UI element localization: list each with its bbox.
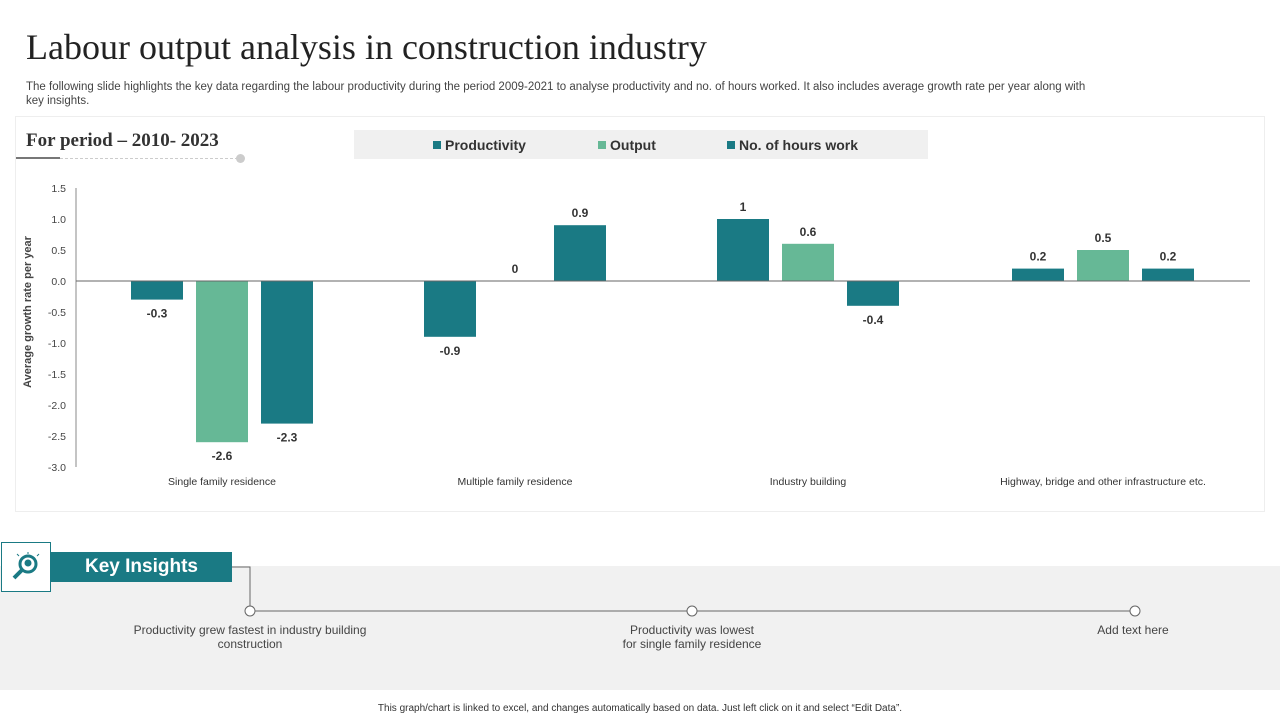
chart-legend: Productivity Output No. of hours work [354, 130, 928, 159]
y-tick-label: -0.5 [48, 307, 66, 319]
legend-item-productivity: Productivity [433, 137, 526, 153]
data-label: 0.2 [1030, 250, 1047, 264]
x-tick-label: Industry building [770, 476, 847, 488]
legend-item-hours: No. of hours work [727, 137, 858, 153]
bar-productivity [1012, 268, 1064, 281]
y-tick-label: -1.0 [48, 338, 66, 350]
insight-item: Productivity grew fastest in industry bu… [133, 623, 367, 651]
key-insights-heading: Key Insights [51, 552, 232, 582]
legend-swatch [598, 141, 606, 149]
footer-note: This graph/chart is linked to excel, and… [377, 703, 903, 714]
period-underline [16, 157, 60, 159]
insight-item: Productivity was lowest for single famil… [622, 623, 762, 651]
bar-output [782, 243, 834, 281]
x-tick-label: Highway, bridge and other infrastructure… [1000, 476, 1206, 488]
legend-label: No. of hours work [739, 137, 858, 153]
y-tick-label: -3.0 [48, 462, 66, 474]
period-dot [236, 154, 245, 163]
chart-card [15, 116, 1265, 512]
x-tick-label: Single family residence [168, 476, 276, 488]
legend-label: Productivity [445, 137, 526, 153]
y-tick-label: 0.0 [51, 276, 66, 288]
legend-item-output: Output [598, 137, 656, 153]
data-label: 0.9 [572, 206, 589, 220]
key-insights-panel [0, 566, 1280, 690]
data-label: 0.6 [800, 225, 817, 239]
data-label: -0.3 [147, 307, 168, 321]
period-label: For period – 2010- 2023 [26, 130, 219, 151]
bar-output [196, 281, 248, 443]
data-label: -0.9 [440, 344, 461, 358]
legend-swatch [727, 141, 735, 149]
bar-no-of-hours-work [261, 281, 313, 424]
y-tick-label: 0.5 [51, 245, 66, 257]
bar-productivity [717, 219, 769, 281]
legend-label: Output [610, 137, 656, 153]
y-axis-label: Average growth rate per year [22, 235, 34, 388]
data-label: 1 [740, 200, 747, 214]
x-tick-label: Multiple family residence [458, 476, 573, 488]
y-tick-label: 1.0 [51, 214, 66, 226]
y-tick-label: -1.5 [48, 369, 66, 381]
y-tick-label: -2.5 [48, 431, 66, 443]
data-label: 0 [512, 262, 519, 276]
data-label: -0.4 [863, 313, 884, 327]
lightbulb-magnifier-icon [1, 542, 51, 592]
insight-item: Add text here [1097, 623, 1169, 637]
bar-no-of-hours-work [847, 281, 899, 306]
bar-no-of-hours-work [554, 225, 606, 281]
period-dashed-line [60, 158, 238, 159]
bar-no-of-hours-work [1142, 268, 1194, 281]
page-title: Labour output analysis in construction i… [26, 27, 707, 67]
page-subtitle: The following slide highlights the key d… [26, 81, 1086, 107]
data-label: 0.2 [1160, 250, 1177, 264]
bar-productivity [424, 281, 476, 337]
y-tick-label: -2.0 [48, 400, 66, 412]
data-label: -2.3 [277, 431, 298, 445]
y-tick-label: 1.5 [51, 183, 66, 195]
bar-chart: 1.5 1.0 0.5 0.0 -0.5 -1.0 -1.5 -2.0 -2.5 -3.0 Aver… [22, 183, 1250, 488]
data-label: 0.5 [1095, 231, 1112, 245]
data-label: -2.6 [212, 449, 233, 463]
bar-productivity [131, 281, 183, 300]
bar-output [1077, 250, 1129, 281]
legend-swatch [433, 141, 441, 149]
